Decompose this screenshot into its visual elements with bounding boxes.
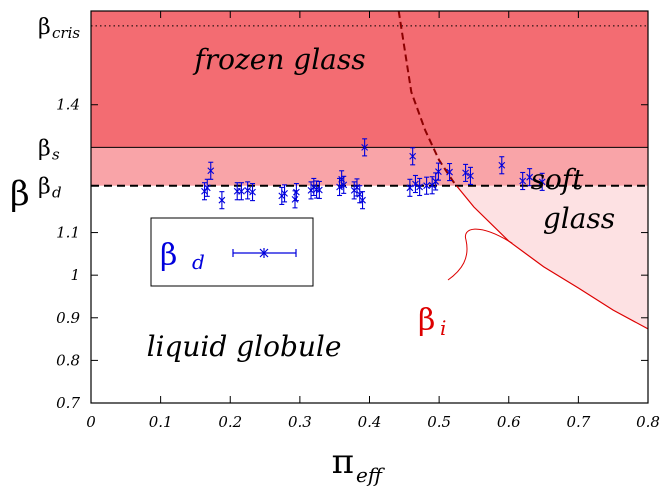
x-tick-label: 0.6 [497,413,521,431]
curve-label-sub: i [440,316,446,340]
data-point [409,147,417,166]
data-point [446,162,453,182]
soft-glass-region [456,185,648,329]
region-label-liquid: liquid globule [147,330,342,363]
data-point [467,166,474,185]
x-tick-label: 0 [86,413,96,431]
data-point [416,177,424,197]
level-label-sub: d [52,184,62,202]
x-axis-label-main: π [332,442,354,482]
data-point [519,171,527,191]
curve-label-main: β [418,303,435,338]
x-tick-label: 0.5 [427,413,451,431]
data-point [281,184,288,203]
legend: β d [150,217,314,287]
y-tick-label: 0.7 [56,394,80,412]
data-point [412,174,419,194]
x-tick-labels: 0 0.1 0.2 0.3 0.4 0.5 0.6 0.7 0.8 [86,413,660,431]
beta-d-points [201,138,546,210]
y-tick-label: 0.8 [56,351,80,369]
x-tick-label: 0.3 [288,413,312,431]
data-point [435,162,442,181]
x-tick-label: 0.1 [149,413,173,431]
data-point [432,172,440,191]
data-point [338,170,346,189]
legend-errorbar-sample [232,248,297,258]
data-point [423,176,430,195]
beta-i-curve [456,185,649,330]
data-point [315,180,323,200]
beta-i-pointer [447,228,513,281]
data-point [249,183,256,202]
data-point [361,138,369,157]
data-point [462,163,469,182]
data-point [526,168,534,187]
y-tick-label: 1.4 [56,96,80,114]
y-axis-label: β [10,174,30,214]
x-tick-label: 0.7 [566,413,590,431]
beta-i-curve-dashed [397,10,458,187]
y-tick-label: 0.9 [56,309,80,327]
data-point [538,172,546,191]
region-label-soft-2: glass [543,202,615,235]
data-point [498,156,506,175]
region-label-frozen: frozen glass [192,43,365,76]
data-point [359,191,366,210]
data-point [207,161,215,180]
data-point [238,182,245,201]
x-tick-label: 0.4 [358,413,382,431]
data-point [340,175,348,194]
frozen-glass-region [91,11,648,148]
legend-label-sub: d [192,250,205,274]
level-label-cris: β cris [38,15,80,42]
plot-area [90,10,649,404]
x-tick-label: 0.8 [636,413,660,431]
intermediate-region [91,147,648,186]
y-tick-label: 1.1 [56,224,80,242]
data-point [218,191,226,210]
y-tick-labels: 0.7 0.8 0.9 1 1.1 1.4 [56,96,80,412]
y-tick-label: 1 [70,266,80,284]
x-axis-label-sub: eff [356,463,386,487]
x-tick-label: 0.2 [218,413,242,431]
region-label-soft-1: soft [531,163,585,196]
level-label-sub: cris [52,24,80,42]
legend-label-main: β [160,238,177,273]
level-label-main: β [38,136,51,161]
data-point [203,178,211,197]
data-point [293,183,300,202]
data-point [406,178,414,197]
curve-label: β i [418,303,446,340]
x-axis-label: π eff [332,442,386,487]
legend-box [150,217,314,287]
data-point [244,181,252,200]
level-label-main: β [38,15,51,40]
level-label-main: β [38,175,51,200]
level-label-sub: s [52,145,60,163]
axis-ticks [90,11,649,404]
